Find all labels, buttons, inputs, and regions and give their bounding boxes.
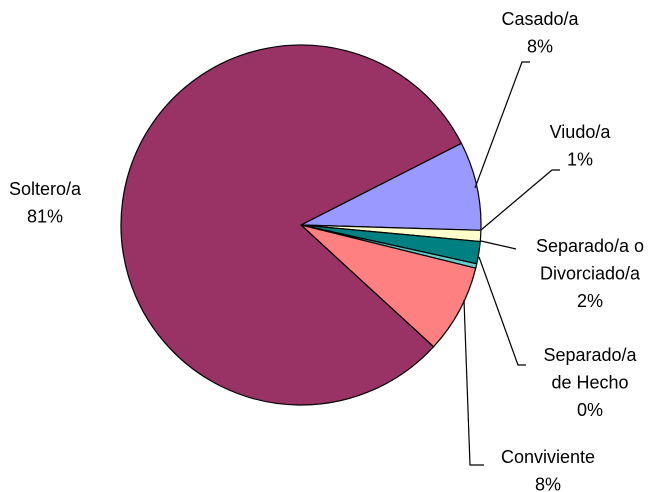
value-label: 2% [577,291,603,311]
leader-line [463,299,484,466]
pie-slice [300,224,477,348]
value-label: 81% [27,206,63,226]
category-label: Viudo/a [550,122,612,142]
leader-lines [463,61,560,466]
pie-slice [300,142,482,231]
category-label: Separado/a o Divorciado/a [536,236,644,284]
leader-line [478,256,526,366]
value-label: 1% [567,149,593,169]
pie [120,44,482,406]
leader-line [480,240,517,250]
pie-slice [120,44,463,406]
category-label: Separado/a de Hecho [543,345,637,393]
category-label: Conviviente [501,447,595,467]
category-label: Soltero/a [9,179,82,199]
leader-line [474,61,530,189]
value-label: 8% [535,474,561,492]
value-label: 8% [527,36,553,56]
labels: Casado/a 8% Viudo/a 1% Separado/a o Divorciad… [9,9,644,492]
leader-line [480,169,560,231]
category-label: Casado/a [501,9,579,29]
value-label: 0% [577,400,603,420]
